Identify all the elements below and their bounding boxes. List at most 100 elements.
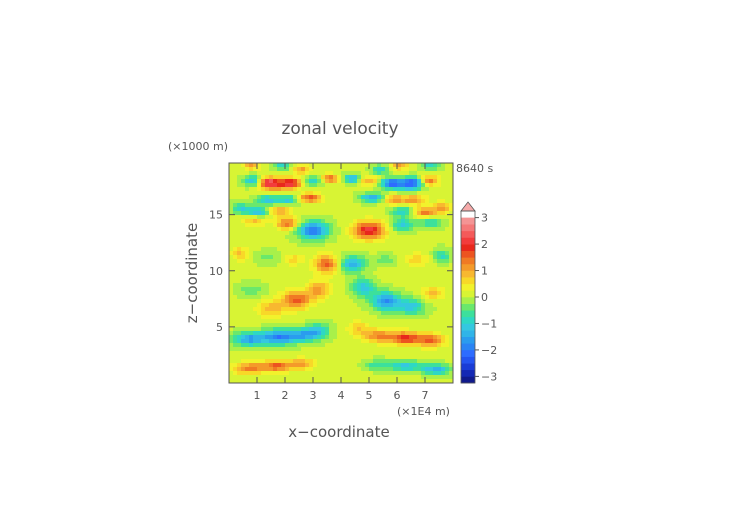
contour-cell <box>321 203 326 208</box>
contour-cell <box>381 291 386 296</box>
contour-cell <box>449 315 454 320</box>
contour-cell <box>425 199 430 204</box>
contour-cell <box>433 271 438 276</box>
contour-cell <box>289 199 294 204</box>
contour-cell <box>265 187 270 192</box>
contour-cell <box>261 243 266 248</box>
contour-cell <box>289 239 294 244</box>
contour-cell <box>253 211 258 216</box>
contour-cell <box>409 259 414 264</box>
contour-cell <box>445 351 450 356</box>
contour-cell <box>341 363 346 368</box>
contour-cell <box>301 247 306 252</box>
contour-cell <box>441 367 446 372</box>
contour-cell <box>245 187 250 192</box>
contour-cell <box>417 263 422 268</box>
contour-cell <box>273 283 278 288</box>
contour-cell <box>293 171 298 176</box>
contour-cell <box>273 331 278 336</box>
contour-cell <box>285 339 290 344</box>
contour-cell <box>241 331 246 336</box>
contour-cell <box>417 235 422 240</box>
contour-cell <box>389 339 394 344</box>
contour-cell <box>353 367 358 372</box>
contour-cell <box>229 359 234 364</box>
contour-cell <box>321 311 326 316</box>
contour-cell <box>281 367 286 372</box>
contour-cell <box>305 255 310 260</box>
contour-cell <box>333 239 338 244</box>
contour-cell <box>425 223 430 228</box>
contour-cell <box>325 375 330 380</box>
contour-cell <box>353 171 358 176</box>
contour-cell <box>373 335 378 340</box>
contour-cell <box>425 219 430 224</box>
contour-cell <box>301 343 306 348</box>
contour-cell <box>249 379 254 384</box>
contour-cell <box>285 299 290 304</box>
contour-cell <box>361 331 366 336</box>
contour-cell <box>409 219 414 224</box>
contour-cell <box>433 171 438 176</box>
contour-cell <box>253 339 258 344</box>
contour-cell <box>441 307 446 312</box>
contour-cell <box>321 299 326 304</box>
contour-cell <box>293 239 298 244</box>
contour-cell <box>285 191 290 196</box>
colorbar-swatch <box>461 316 475 324</box>
contour-cell <box>281 271 286 276</box>
contour-cell <box>261 371 266 376</box>
contour-cell <box>437 379 442 384</box>
contour-cell <box>269 223 274 228</box>
contour-cell <box>337 343 342 348</box>
contour-cell <box>421 291 426 296</box>
contour-cell <box>297 223 302 228</box>
contour-cell <box>397 215 402 220</box>
contour-cell <box>337 219 342 224</box>
contour-cell <box>353 343 358 348</box>
contour-cell <box>273 351 278 356</box>
contour-cell <box>253 239 258 244</box>
contour-cell <box>377 323 382 328</box>
contour-cell <box>377 187 382 192</box>
contour-cell <box>337 303 342 308</box>
contour-cell <box>437 255 442 260</box>
contour-cell <box>421 215 426 220</box>
contour-cell <box>245 271 250 276</box>
contour-cell <box>325 163 330 168</box>
contour-cell <box>329 231 334 236</box>
contour-cell <box>377 195 382 200</box>
contour-cell <box>233 359 238 364</box>
contour-cell <box>337 251 342 256</box>
contour-cell <box>321 283 326 288</box>
contour-cell <box>409 339 414 344</box>
contour-cell <box>369 283 374 288</box>
contour-cell <box>265 367 270 372</box>
contour-cell <box>241 355 246 360</box>
contour-cell <box>425 295 430 300</box>
contour-cell <box>449 163 454 168</box>
contour-cell <box>253 291 258 296</box>
contour-cell <box>273 251 278 256</box>
contour-cell <box>281 283 286 288</box>
contour-cell <box>309 183 314 188</box>
contour-cell <box>261 219 266 224</box>
contour-cell <box>449 295 454 300</box>
contour-cell <box>377 267 382 272</box>
contour-cell <box>449 275 454 280</box>
contour-cell <box>269 195 274 200</box>
contour-cell <box>381 183 386 188</box>
contour-cell <box>429 275 434 280</box>
contour-cell <box>241 315 246 320</box>
contour-cell <box>425 359 430 364</box>
contour-cell <box>273 263 278 268</box>
contour-cell <box>281 327 286 332</box>
contour-cell <box>421 247 426 252</box>
contour-cell <box>257 331 262 336</box>
contour-cell <box>261 331 266 336</box>
contour-cell <box>249 279 254 284</box>
contour-cell <box>441 199 446 204</box>
contour-cell <box>237 299 242 304</box>
contour-cell <box>293 247 298 252</box>
contour-cell <box>385 371 390 376</box>
